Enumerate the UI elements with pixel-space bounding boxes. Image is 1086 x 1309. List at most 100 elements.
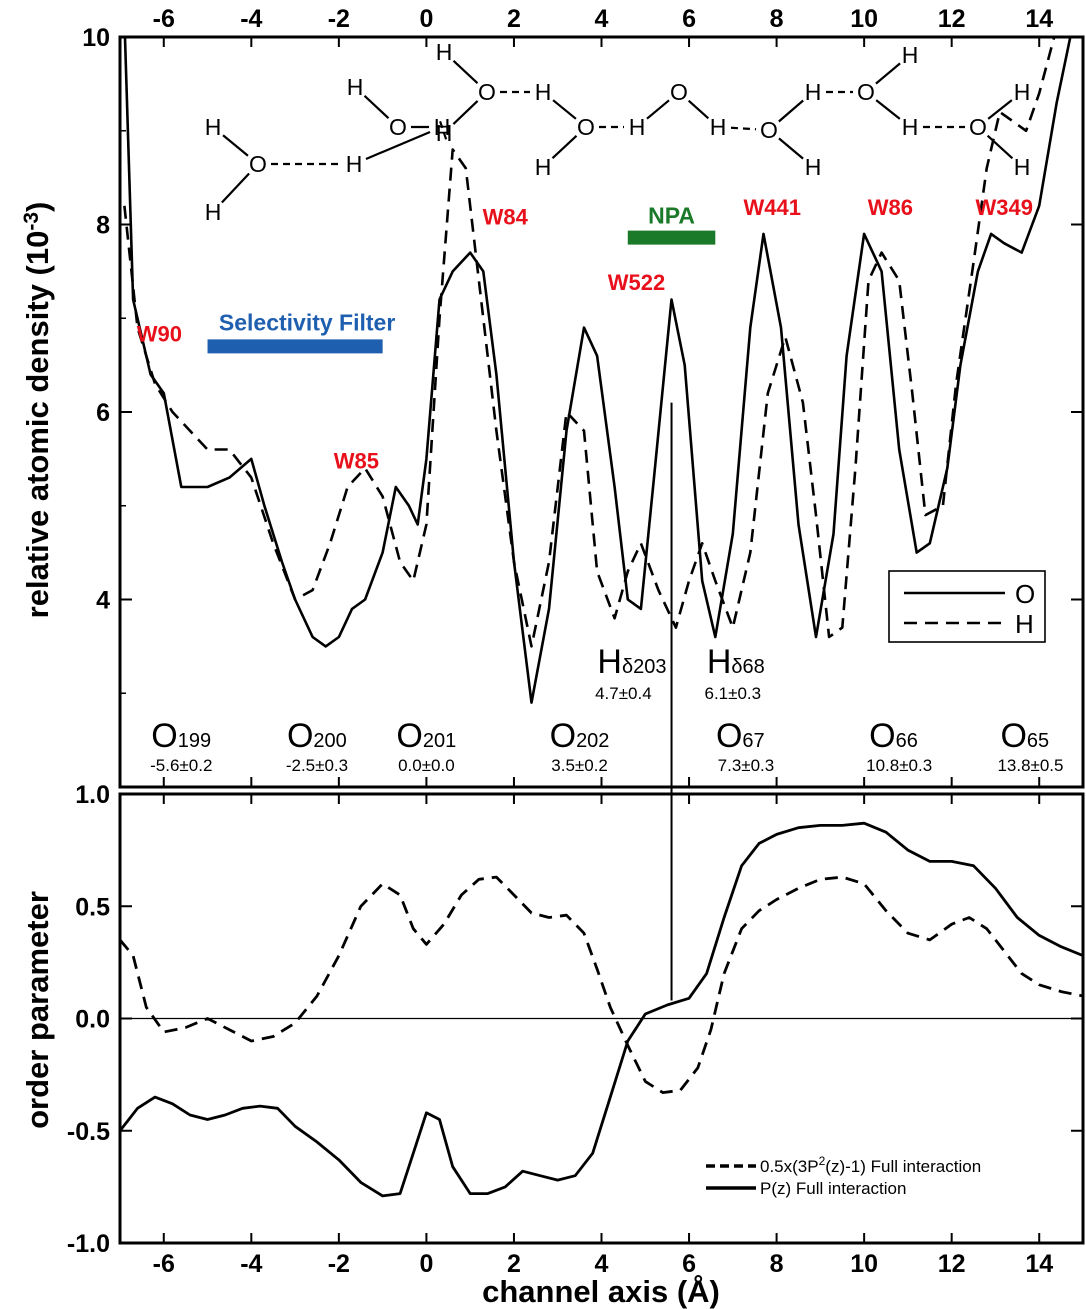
bottom-curves (120, 821, 1083, 1198)
top-panel: Selectivity Filter NPA W90 W85 W84 W522 W441 W8… (123, 37, 1072, 1001)
bond-8 (452, 100, 479, 125)
atom-position-O200: -2.5±0.3 (286, 756, 348, 775)
top-plot-frame (118, 35, 1085, 789)
legend-label-H: H (1015, 609, 1034, 639)
hydrogen-2: H (205, 199, 222, 225)
water-label-W84: W84 (483, 205, 529, 230)
atom-label-Hδ203: Hδ203 (597, 643, 666, 681)
bond-15 (730, 126, 757, 131)
atom-label-O202: O202 (550, 717, 610, 755)
panel-frames: -6 -4 -2 0 2 4 6 8 10 12 14 4 6 8 10 relative atomic de… (20, 5, 1085, 1309)
water-label-W90: W90 (137, 322, 182, 347)
bottom-x-ticklabel-12: 12 (938, 1250, 966, 1278)
bottom-y-ticklabel-0: -1.0 (67, 1230, 110, 1258)
bottom-y-ticklabel-2: 0.0 (75, 1006, 110, 1034)
top-x-ticklabel-14: 14 (1025, 5, 1053, 33)
hydrogen-0: H (205, 114, 222, 140)
hydrogen-13: H (629, 114, 646, 140)
hydrogen-24: H (1014, 154, 1031, 180)
selectivity-filter-bar (207, 339, 383, 354)
legend-label-solid: P(z) Full interaction (760, 1179, 906, 1198)
hydrogen-18: H (805, 154, 822, 180)
atom-position-O201: 0.0±0.0 (398, 756, 455, 775)
bond-17 (778, 137, 804, 160)
bottom-y-ticklabel-4: 1.0 (75, 781, 110, 809)
water-label-W85: W85 (334, 448, 379, 473)
top-y-ticklabel-10: 10 (82, 24, 110, 52)
top-curves (123, 37, 1072, 704)
water-label-W522: W522 (608, 270, 665, 295)
bottom-x-ticklabel-4: 4 (595, 1250, 609, 1278)
water-label-W349: W349 (975, 195, 1032, 220)
atom-position-Hδ68: 6.1±0.3 (705, 684, 762, 703)
oxygen-5: O (389, 114, 407, 140)
bottom-x-ticklabel-0: 0 (419, 1250, 433, 1278)
hydrogen-23: H (1014, 79, 1031, 105)
top-x-ticklabel--2: -2 (328, 5, 350, 33)
top-legend-box (888, 570, 1046, 643)
bond-16 (778, 99, 804, 123)
hydrogen-15: H (710, 114, 727, 140)
legend-label-O: O (1015, 579, 1035, 609)
bond-3 (365, 131, 431, 160)
bond-22 (987, 99, 1013, 120)
hydrogen-10: H (535, 79, 552, 105)
oxygen-11: O (577, 114, 595, 140)
bond-0 (222, 134, 249, 157)
water-label-W441: W441 (743, 195, 800, 220)
hydrogen-12: H (535, 154, 552, 180)
oxygen-1: O (249, 151, 267, 177)
atom-position-O199: -5.6±0.2 (150, 756, 212, 775)
bottom-legend: 0.5x(3P2(z)-1) Full interaction P(z) Full… (706, 1154, 981, 1198)
oxygen-8: O (478, 79, 496, 105)
atom-label-Hδ68: Hδ68 (707, 643, 765, 681)
hydrogen-4: H (347, 74, 364, 100)
top-x-ticklabel--4: -4 (240, 5, 262, 33)
bottom-x-ticklabel--4: -4 (240, 1250, 262, 1278)
legend-label-dashed: 0.5x(3P2(z)-1) Full interaction (760, 1154, 981, 1176)
hydrogen-17: H (805, 79, 822, 105)
top-x-ticklabel-8: 8 (770, 5, 784, 33)
top-y-ticklabel-4: 4 (96, 587, 110, 615)
atom-label-O200: O200 (287, 717, 347, 755)
atom-position-O67: 7.3±0.3 (718, 756, 775, 775)
oxygen-16: O (760, 117, 778, 143)
top-x-ticklabel-10: 10 (850, 5, 878, 33)
top-x-ticklabel-12: 12 (938, 5, 966, 33)
bottom-y-axis-title: order parameter (20, 891, 55, 1129)
oxygen-22: O (969, 114, 987, 140)
npa-label: NPA (648, 203, 695, 229)
top-x-ticklabel-0: 0 (419, 5, 433, 33)
top-x-ticklabel--6: -6 (153, 5, 175, 33)
hydrogen-7: H (436, 39, 453, 65)
atom-label-O65: O65 (1000, 717, 1049, 755)
top-y-ticklabel-6: 6 (96, 399, 110, 427)
top-y-ticklabel-8: 8 (96, 212, 110, 240)
bond-14 (687, 99, 710, 120)
oxygen-14: O (670, 79, 688, 105)
hydrogen-9: H (436, 120, 453, 146)
bottom-x-ticklabel-14: 14 (1025, 1250, 1053, 1278)
hydrogen-21: H (902, 114, 919, 140)
hydrogen-6: H (434, 114, 451, 140)
bottom-y-ticklabel-1: -0.5 (67, 1118, 110, 1146)
bottom-x-ticklabel-10: 10 (850, 1250, 878, 1278)
atom-label-O201: O201 (396, 717, 456, 755)
series-H-line (123, 37, 1056, 648)
x-axis-title: channel axis (Å) (482, 1274, 720, 1309)
bond-20 (875, 99, 901, 120)
hydrogen-3: H (346, 151, 363, 177)
top-x-ticklabel-6: 6 (682, 5, 696, 33)
bond-11 (551, 135, 578, 159)
bottom-panel: 0.5x(3P2(z)-1) Full interaction P(z) Full… (120, 821, 1083, 1198)
bond-10 (552, 99, 577, 120)
atom-label-O67: O67 (716, 717, 765, 755)
bond-13 (646, 99, 670, 120)
oxygen-19: O (857, 79, 875, 105)
bond-19 (875, 62, 901, 85)
bond-23 (986, 134, 1014, 160)
npa-bar (627, 230, 716, 245)
top-legend: OH (888, 570, 1046, 643)
